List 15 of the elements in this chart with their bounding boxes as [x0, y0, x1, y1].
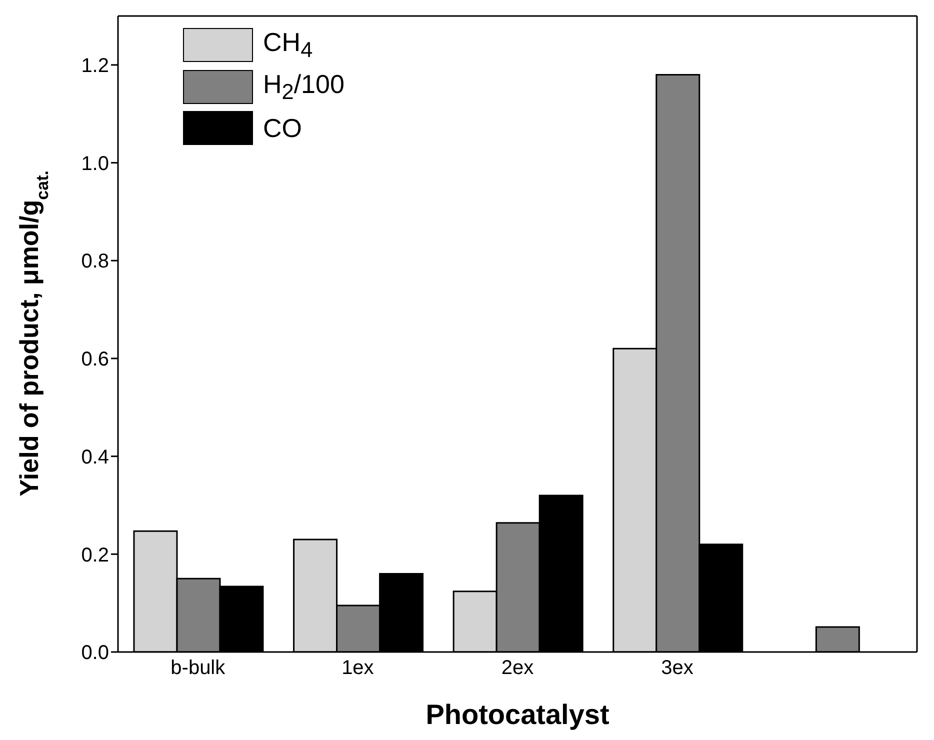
x-tick-label: 2ex	[501, 657, 534, 680]
x-tick-label: b-bulk	[170, 657, 226, 680]
y-tick-label: 1.2	[81, 55, 109, 78]
y-tick-label: 0.2	[81, 544, 109, 566]
y-tick-label: 0.8	[81, 250, 109, 273]
y-tick-label: 0.6	[81, 348, 109, 371]
legend-label: CH$_{4}$	[263, 27, 313, 64]
y-tick-label: 0.4	[81, 446, 109, 468]
x-tick-label: 1ex	[342, 657, 374, 680]
y-tick-label: 1.0	[81, 152, 109, 175]
x-tick-label: 3ex	[661, 657, 694, 680]
legend-label: H$_{2}$/100	[263, 69, 344, 106]
legend-label: CO	[263, 112, 302, 144]
x-axis-title: Photocatalyst	[426, 699, 610, 730]
y-tick-label: 0.0	[81, 642, 109, 664]
